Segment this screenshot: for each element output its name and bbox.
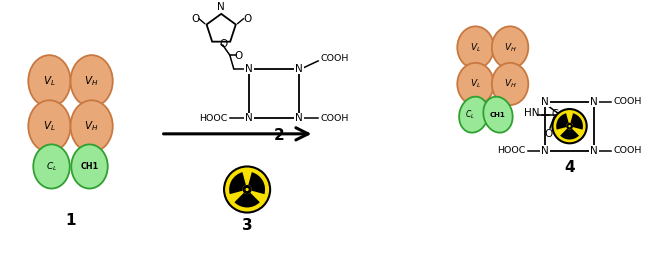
Ellipse shape: [457, 26, 494, 69]
Text: O: O: [243, 14, 251, 24]
Text: 3: 3: [242, 218, 253, 233]
Text: $V_H$: $V_H$: [84, 119, 98, 133]
Wedge shape: [248, 172, 265, 194]
Text: N: N: [295, 64, 303, 74]
Text: $V_H$: $V_H$: [503, 78, 516, 90]
Text: $V_L$: $V_L$: [43, 119, 56, 133]
Ellipse shape: [71, 144, 108, 188]
Text: 1: 1: [65, 213, 76, 228]
Text: COOH: COOH: [613, 146, 642, 155]
Circle shape: [553, 109, 586, 143]
Circle shape: [242, 185, 251, 194]
Circle shape: [566, 123, 573, 129]
Text: $V_L$: $V_L$: [43, 74, 56, 88]
Circle shape: [224, 166, 270, 212]
Circle shape: [568, 125, 571, 127]
Wedge shape: [560, 129, 579, 140]
Ellipse shape: [492, 63, 528, 105]
Wedge shape: [235, 193, 260, 207]
Text: N: N: [541, 97, 549, 107]
Text: $V_L$: $V_L$: [470, 78, 481, 90]
Text: HOOC: HOOC: [200, 114, 228, 123]
Text: CH1: CH1: [80, 162, 98, 171]
Ellipse shape: [71, 100, 113, 152]
Text: N: N: [590, 146, 598, 156]
Wedge shape: [570, 113, 583, 130]
Text: COOH: COOH: [613, 97, 642, 106]
Text: N: N: [245, 64, 253, 74]
Ellipse shape: [29, 100, 71, 152]
Text: O: O: [235, 51, 242, 61]
Text: N: N: [245, 113, 253, 124]
Text: HN: HN: [524, 108, 540, 118]
Ellipse shape: [483, 97, 513, 133]
Text: 2: 2: [273, 128, 284, 143]
Ellipse shape: [459, 97, 489, 133]
Text: N: N: [590, 97, 598, 107]
Text: COOH: COOH: [320, 114, 349, 123]
Text: $V_H$: $V_H$: [503, 41, 516, 54]
Text: HOOC: HOOC: [498, 146, 526, 155]
Text: 4: 4: [564, 160, 575, 176]
Text: N: N: [295, 113, 303, 124]
Text: C: C: [551, 109, 558, 119]
Text: O: O: [219, 39, 227, 49]
Text: COOH: COOH: [320, 55, 349, 63]
Wedge shape: [229, 172, 246, 194]
Ellipse shape: [492, 26, 528, 69]
Text: O: O: [191, 14, 199, 24]
Text: N: N: [541, 146, 549, 156]
Text: N: N: [217, 2, 225, 12]
Ellipse shape: [457, 63, 494, 105]
Circle shape: [246, 188, 249, 191]
Wedge shape: [556, 113, 569, 130]
Text: $C_L$: $C_L$: [465, 108, 476, 121]
Text: O: O: [544, 129, 552, 139]
Text: $V_L$: $V_L$: [470, 41, 481, 54]
Ellipse shape: [71, 55, 113, 107]
Ellipse shape: [29, 55, 71, 107]
Text: CH1: CH1: [490, 112, 506, 118]
Text: $C_L$: $C_L$: [46, 160, 57, 173]
Text: $V_H$: $V_H$: [84, 74, 98, 88]
Ellipse shape: [33, 144, 70, 188]
